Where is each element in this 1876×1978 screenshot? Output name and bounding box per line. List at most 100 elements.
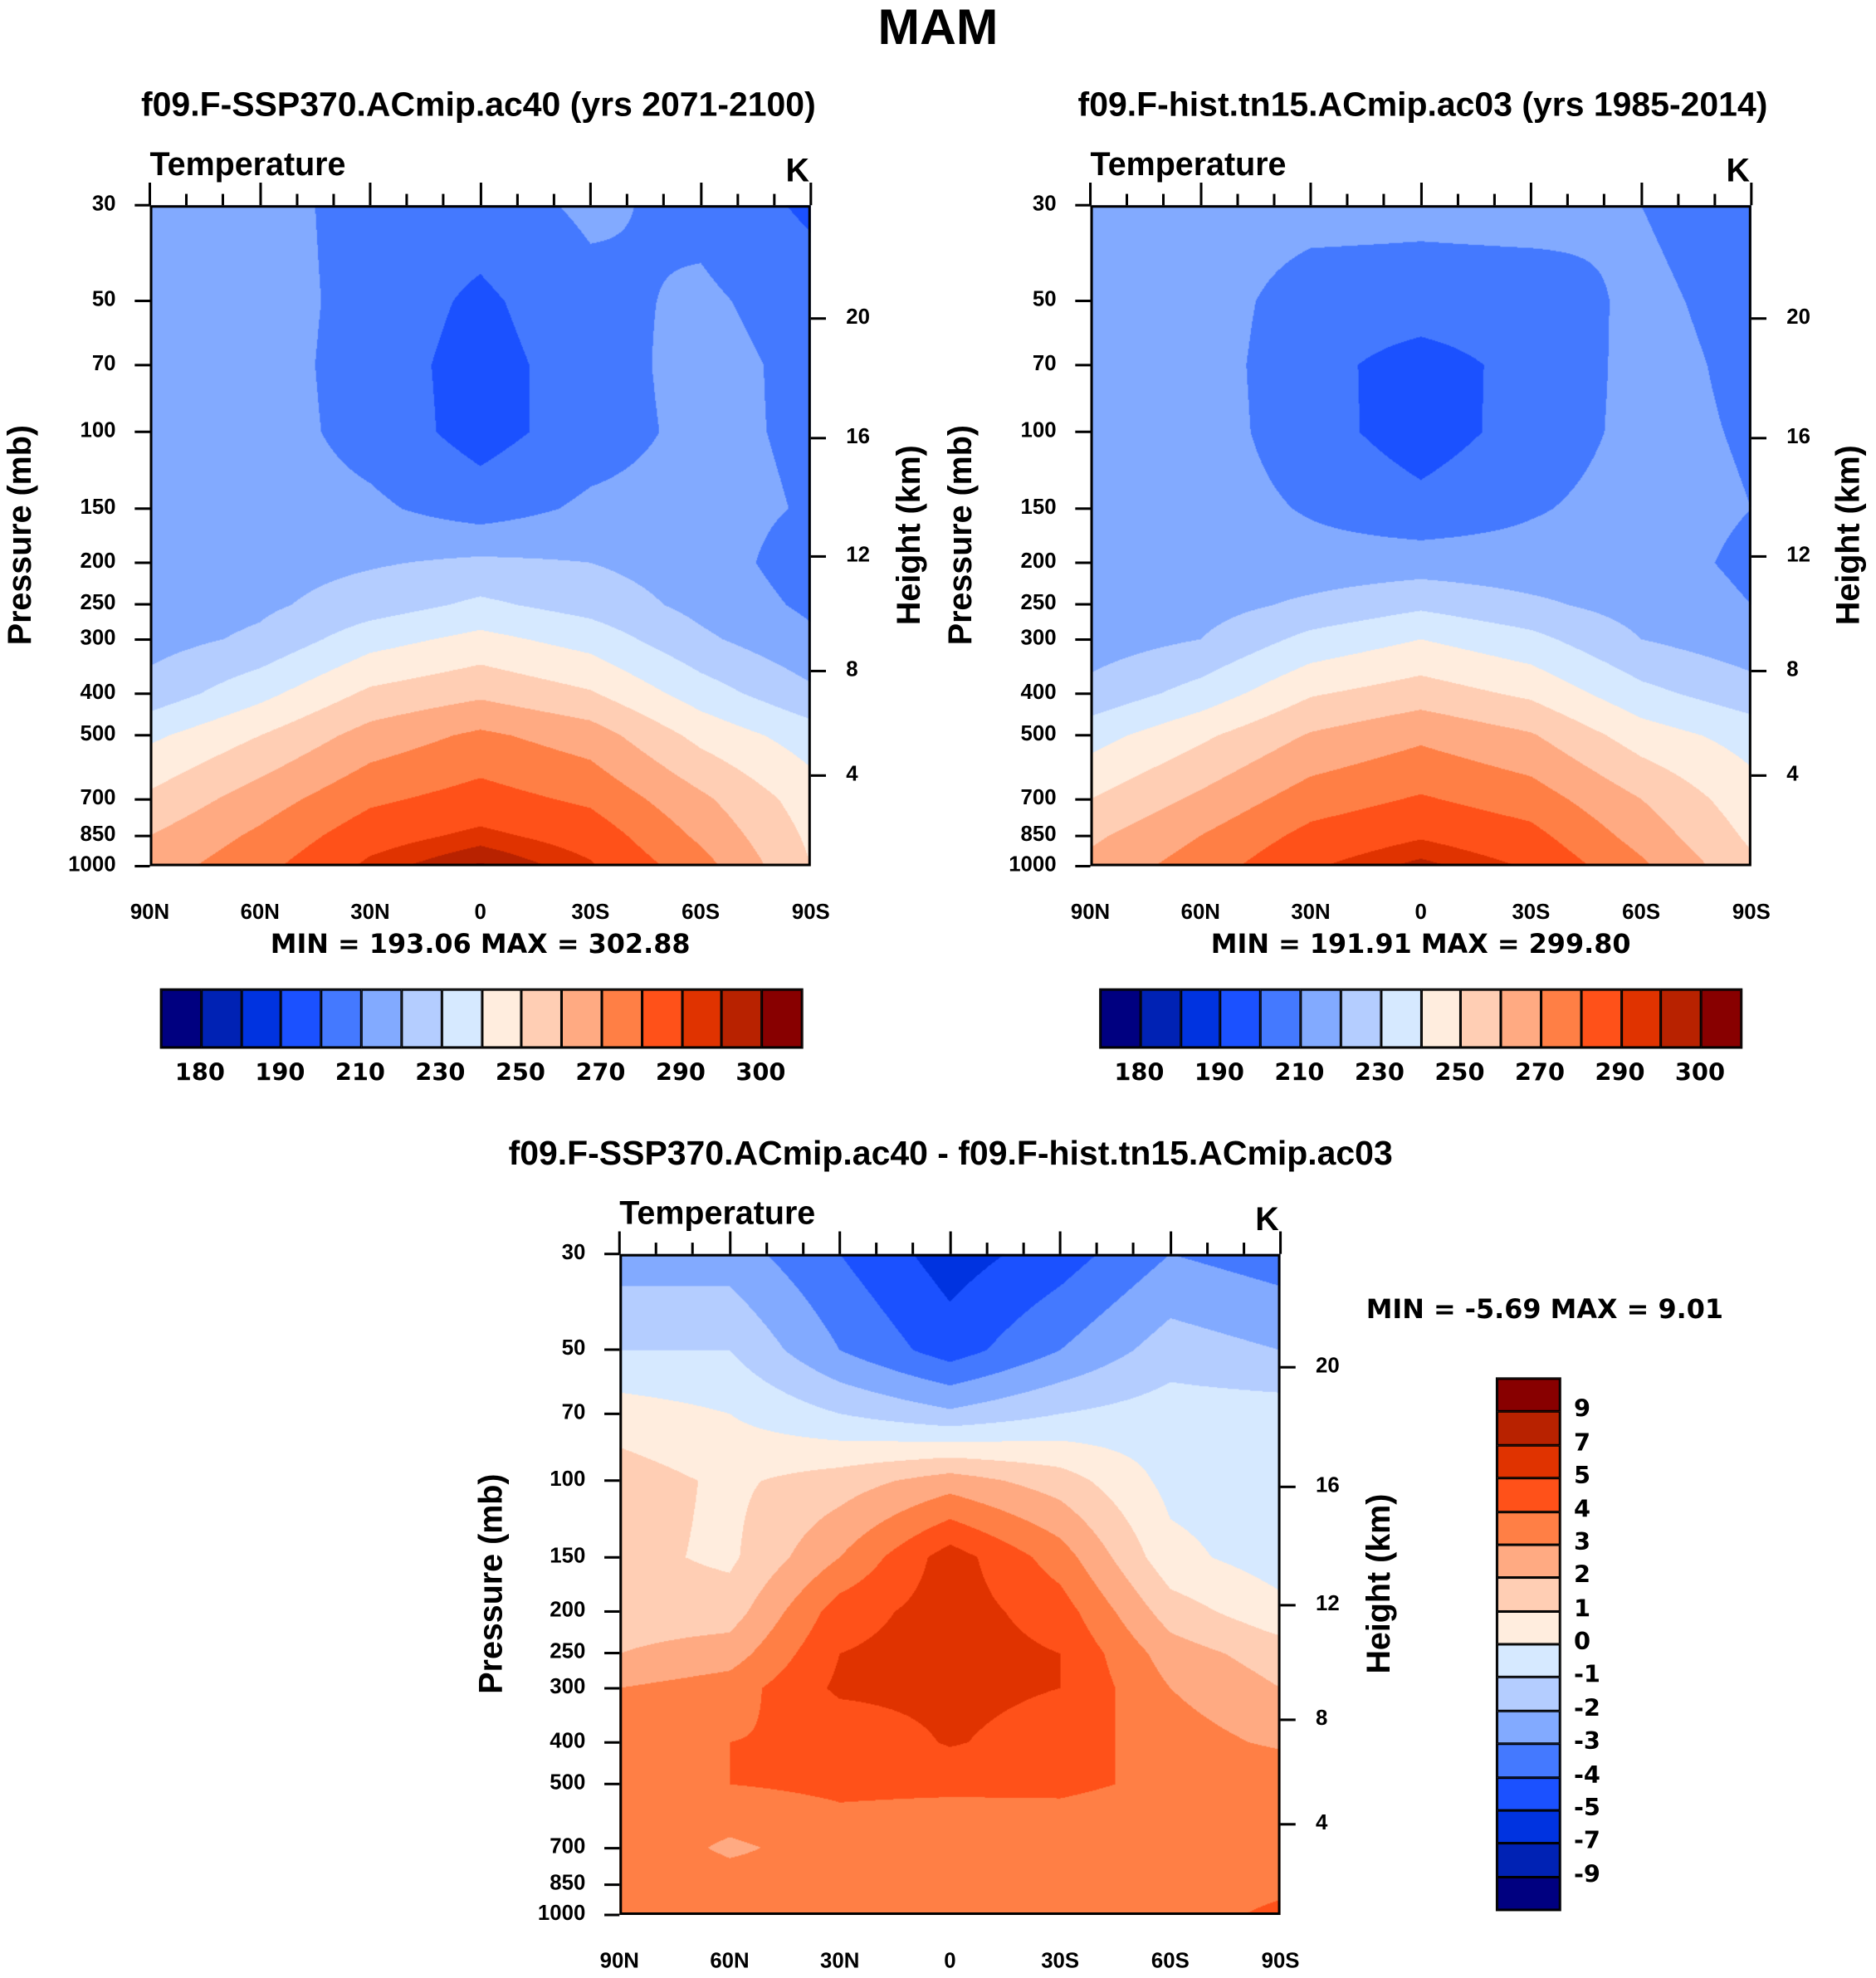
- x-tick-top: [1022, 1243, 1025, 1254]
- height-tick: [1751, 317, 1767, 320]
- height-tick-label: 4: [846, 760, 858, 785]
- y-tick: [604, 1687, 620, 1690]
- x-tick-top: [1456, 193, 1459, 206]
- contour-plot-difference: 90N 60N 30N 0 30S 60S 90S 30 50 70 100 150 200 250 300…: [538, 1231, 1340, 1973]
- colorbar-box: [1541, 989, 1581, 1048]
- y-tick-label: 100: [550, 1467, 586, 1492]
- colorbar-label: -3: [1573, 1727, 1600, 1756]
- y-tick-label: 30: [561, 1240, 586, 1264]
- height-tick: [1280, 1718, 1296, 1722]
- x-tick-top: [654, 1243, 657, 1254]
- height-tick: [1751, 554, 1767, 558]
- y-tick-label: 100: [80, 418, 116, 442]
- colorbar-box: [281, 989, 322, 1048]
- colorbar-box: [1420, 989, 1461, 1048]
- y-tick-label: 1000: [68, 852, 116, 877]
- height-tick: [1280, 1604, 1296, 1607]
- y-axis-right-title: Height (km): [1829, 445, 1867, 626]
- height-tick: [1751, 774, 1767, 777]
- colorbar-label: 290: [1595, 1058, 1645, 1087]
- x-tick-top: [662, 193, 666, 206]
- colorbar-box: [1580, 989, 1621, 1048]
- x-tick-top: [552, 193, 555, 206]
- y-tick-label: 850: [550, 1870, 586, 1895]
- y-tick: [1075, 300, 1091, 303]
- y-axis-title: Pressure (mb): [940, 425, 980, 646]
- x-tick-top: [1058, 1231, 1062, 1254]
- y-tick: [604, 1883, 620, 1886]
- x-tick-top: [258, 182, 261, 206]
- y-tick-label: 200: [1020, 549, 1057, 574]
- x-tick-top: [838, 1231, 842, 1254]
- y-tick: [134, 300, 150, 303]
- x-tick-top: [1382, 193, 1385, 206]
- x-tick-top: [1639, 182, 1643, 206]
- y-tick-label: 500: [550, 1770, 586, 1795]
- x-tick-top: [699, 182, 702, 206]
- colorbar-box: [1701, 989, 1742, 1048]
- y-tick: [604, 1349, 620, 1352]
- colorbar-label: 0: [1573, 1628, 1591, 1656]
- x-tick-label: 30S: [571, 900, 610, 925]
- y-tick: [134, 637, 150, 641]
- plot-frame: [1090, 205, 1751, 867]
- x-tick-top: [148, 182, 152, 206]
- x-tick-label: 90S: [1261, 1948, 1300, 1973]
- x-tick-top: [1309, 182, 1312, 206]
- colorbar-box: [1497, 1577, 1561, 1611]
- y-tick: [134, 865, 150, 868]
- height-tick-label: 8: [1316, 1706, 1328, 1731]
- x-tick-top: [809, 182, 813, 206]
- y-tick: [604, 1610, 620, 1614]
- colorbar-boxes: [1495, 1377, 1561, 1912]
- x-tick-top: [1566, 193, 1570, 206]
- height-tick-label: 12: [1786, 542, 1811, 567]
- colorbar-boxes: [159, 988, 804, 1049]
- x-tick-top: [1126, 193, 1129, 206]
- y-axis-right-title: Height (km): [889, 445, 928, 626]
- y-tick-label: 400: [80, 679, 116, 704]
- colorbar-label: 5: [1573, 1462, 1591, 1490]
- units-label: K: [1255, 1199, 1279, 1238]
- y-tick-label: 850: [1020, 821, 1057, 846]
- x-tick-top: [479, 182, 482, 206]
- plot-frame: [149, 205, 811, 867]
- y-tick: [604, 1913, 620, 1917]
- units-label: K: [785, 151, 809, 189]
- colorbar-box: [1497, 1677, 1561, 1711]
- height-tick: [1280, 1485, 1296, 1488]
- x-tick-top: [1235, 193, 1238, 206]
- x-tick-label: 30N: [350, 900, 390, 925]
- y-tick: [134, 691, 150, 695]
- x-tick-top: [911, 1243, 915, 1254]
- x-tick-top: [618, 1231, 621, 1254]
- y-tick: [134, 561, 150, 564]
- height-tick-label: 12: [846, 542, 870, 567]
- colorbar-box: [1497, 1511, 1561, 1545]
- height-tick-label: 4: [1786, 760, 1799, 785]
- height-tick: [810, 317, 827, 320]
- y-tick: [604, 1479, 620, 1482]
- y-tick: [134, 834, 150, 838]
- colorbar-label: 3: [1573, 1528, 1591, 1556]
- min-max-text: MIN = 191.91 MAX = 299.80: [1210, 929, 1631, 960]
- x-tick-label: 30N: [1291, 900, 1331, 925]
- contour-field: [619, 1253, 1281, 1916]
- y-tick-label: 70: [561, 1399, 586, 1424]
- main-title: MAM: [877, 0, 999, 56]
- colorbar-box: [1497, 1378, 1561, 1412]
- y-tick-label: 250: [550, 1639, 586, 1664]
- colorbar-box: [642, 989, 682, 1048]
- y-axis-right-title: Height (km): [1359, 1493, 1397, 1674]
- height-tick-label: 20: [1316, 1353, 1340, 1378]
- x-tick-label: 60N: [240, 900, 280, 925]
- x-tick-top: [1089, 182, 1092, 206]
- x-tick-top: [442, 193, 445, 206]
- contour-plot-future: 90N 60N 30N 0 30S 60S 90S 30 50 70 100 150 200 250 300…: [68, 182, 870, 924]
- x-tick-top: [369, 182, 372, 206]
- x-tick-top: [1205, 1243, 1209, 1254]
- y-tick-label: 70: [1032, 350, 1057, 375]
- x-tick-top: [332, 193, 335, 206]
- colorbar-label: 250: [495, 1058, 545, 1087]
